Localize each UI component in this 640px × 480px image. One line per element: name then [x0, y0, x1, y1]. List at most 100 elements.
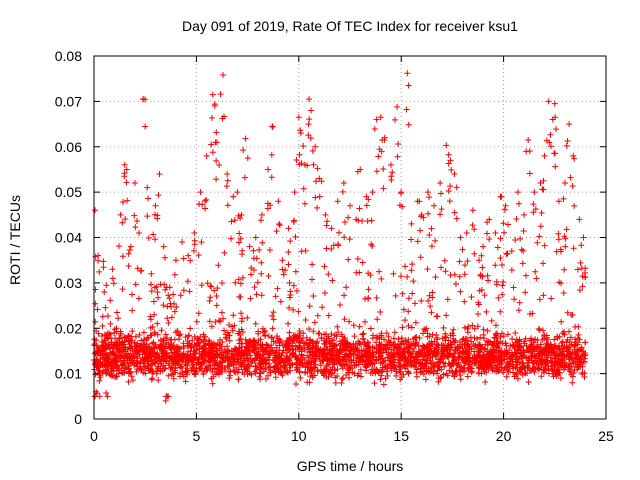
data-point-3	[97, 347, 104, 354]
data-point-band-2757	[419, 342, 426, 349]
data-point-band-2505	[581, 355, 588, 362]
data-point-band-2299	[435, 375, 442, 382]
data-point-57	[347, 202, 353, 209]
data-point-48-c2	[300, 185, 307, 192]
data-point-39-c0	[258, 259, 265, 266]
data-point-band-2078	[520, 352, 527, 359]
data-point-band-3115	[345, 353, 352, 360]
data-point-band-1515	[504, 331, 511, 338]
data-point-band-307	[235, 276, 242, 283]
data-point-band-2891	[579, 363, 586, 370]
data-point-16-c1	[148, 281, 155, 288]
data-point-band-2849	[556, 346, 563, 353]
data-point-band-1933	[425, 368, 432, 375]
data-point-23-c0	[180, 287, 187, 294]
data-point-band-2923	[193, 356, 200, 363]
data-point-band-942	[339, 365, 346, 372]
data-point-band-122	[540, 260, 547, 267]
data-point-band-3068	[365, 340, 372, 347]
data-point-39-c1	[258, 217, 265, 224]
data-point-band-3073	[487, 347, 494, 354]
data-point-band-1693	[405, 308, 412, 315]
data-point-band-1293	[247, 352, 254, 359]
data-point-band-2538	[316, 356, 323, 363]
data-point-98-c1	[563, 226, 570, 233]
data-point-98	[562, 180, 569, 187]
data-point-23	[179, 239, 186, 246]
data-point-12-c2	[131, 212, 138, 219]
data-point-band-3001	[208, 323, 215, 330]
data-point-band-2763	[344, 367, 351, 374]
data-point-99-c1	[563, 142, 570, 149]
data-point-91-c0	[530, 209, 537, 216]
data-point-33-c1	[228, 218, 235, 225]
data-point-73	[430, 202, 437, 209]
data-point-band-1615	[474, 323, 481, 330]
data-point-band-723	[516, 299, 523, 306]
data-point-band-430	[206, 297, 213, 304]
data-point-band-2546	[576, 287, 583, 294]
data-point-band-3176	[363, 367, 370, 374]
data-point-band-2438	[438, 342, 445, 349]
data-point-36-c2	[240, 147, 247, 154]
data-point-28-c2	[208, 141, 215, 148]
data-point-51	[312, 143, 319, 150]
data-point-band-2855	[337, 342, 344, 349]
data-point-band-2276	[365, 286, 372, 293]
data-point-band-2238	[559, 330, 566, 337]
data-point-47-c1	[300, 142, 307, 149]
data-point-band-2911	[107, 330, 114, 337]
data-point-59-c0	[359, 218, 366, 224]
data-point-band-2853	[332, 342, 339, 349]
data-point-band-2950	[385, 354, 392, 361]
data-point-band-860	[418, 297, 425, 304]
data-point-band-2365	[330, 337, 337, 344]
data-point-band-1369	[201, 357, 208, 364]
data-point-band-3125	[170, 300, 177, 307]
data-point-band-2509	[287, 291, 294, 298]
data-point-band-2401	[329, 353, 336, 360]
data-point-band-1631	[268, 334, 275, 341]
data-point-band-1624	[484, 327, 491, 334]
data-point-band-2940	[305, 354, 312, 361]
data-point-band-2392	[115, 370, 122, 377]
data-point-band-1609	[100, 264, 107, 271]
data-point-band-2437	[354, 348, 361, 355]
data-point-79-c1	[462, 262, 469, 269]
data-point-band-1954	[373, 339, 380, 346]
data-point-band-2300	[496, 363, 503, 370]
data-point-band-1691	[252, 362, 259, 369]
data-point-band-2334	[235, 366, 242, 373]
data-point-26	[197, 189, 204, 196]
data-point-band-299	[309, 276, 316, 283]
data-point-band-2699	[164, 335, 171, 342]
data-point-26-c2	[199, 201, 206, 208]
data-point-32-c2	[224, 177, 231, 184]
data-point-55-c0	[336, 229, 343, 236]
data-point-band-2962	[374, 368, 381, 375]
data-point-band-3007	[129, 347, 136, 354]
data-point-band-3162	[286, 342, 293, 349]
data-point-band-617	[321, 263, 328, 270]
data-point-44	[285, 225, 292, 232]
data-point-band-3177	[484, 342, 491, 349]
data-point-band-2184	[397, 273, 404, 280]
data-point-band-3094	[246, 348, 253, 355]
data-point-94-c2	[547, 143, 554, 150]
data-point-band-2181	[221, 327, 228, 334]
data-point-band-1350	[286, 304, 293, 311]
data-point-band-2554	[357, 366, 364, 373]
data-point-98-c0	[560, 195, 567, 202]
data-point-80-c1	[469, 222, 476, 229]
data-point-20-c2	[164, 393, 171, 400]
data-point-band-3122	[567, 368, 574, 375]
data-point-band-2435	[468, 338, 475, 345]
data-point-band-2717	[255, 348, 262, 355]
points-layer	[91, 70, 589, 404]
data-point-band-2895	[332, 367, 339, 374]
data-point-band-3118	[478, 366, 485, 373]
data-point-band-2609	[141, 336, 148, 343]
data-point-60-c1	[363, 202, 370, 209]
data-point-band-2976	[272, 293, 279, 300]
data-point-band-671	[335, 329, 342, 336]
